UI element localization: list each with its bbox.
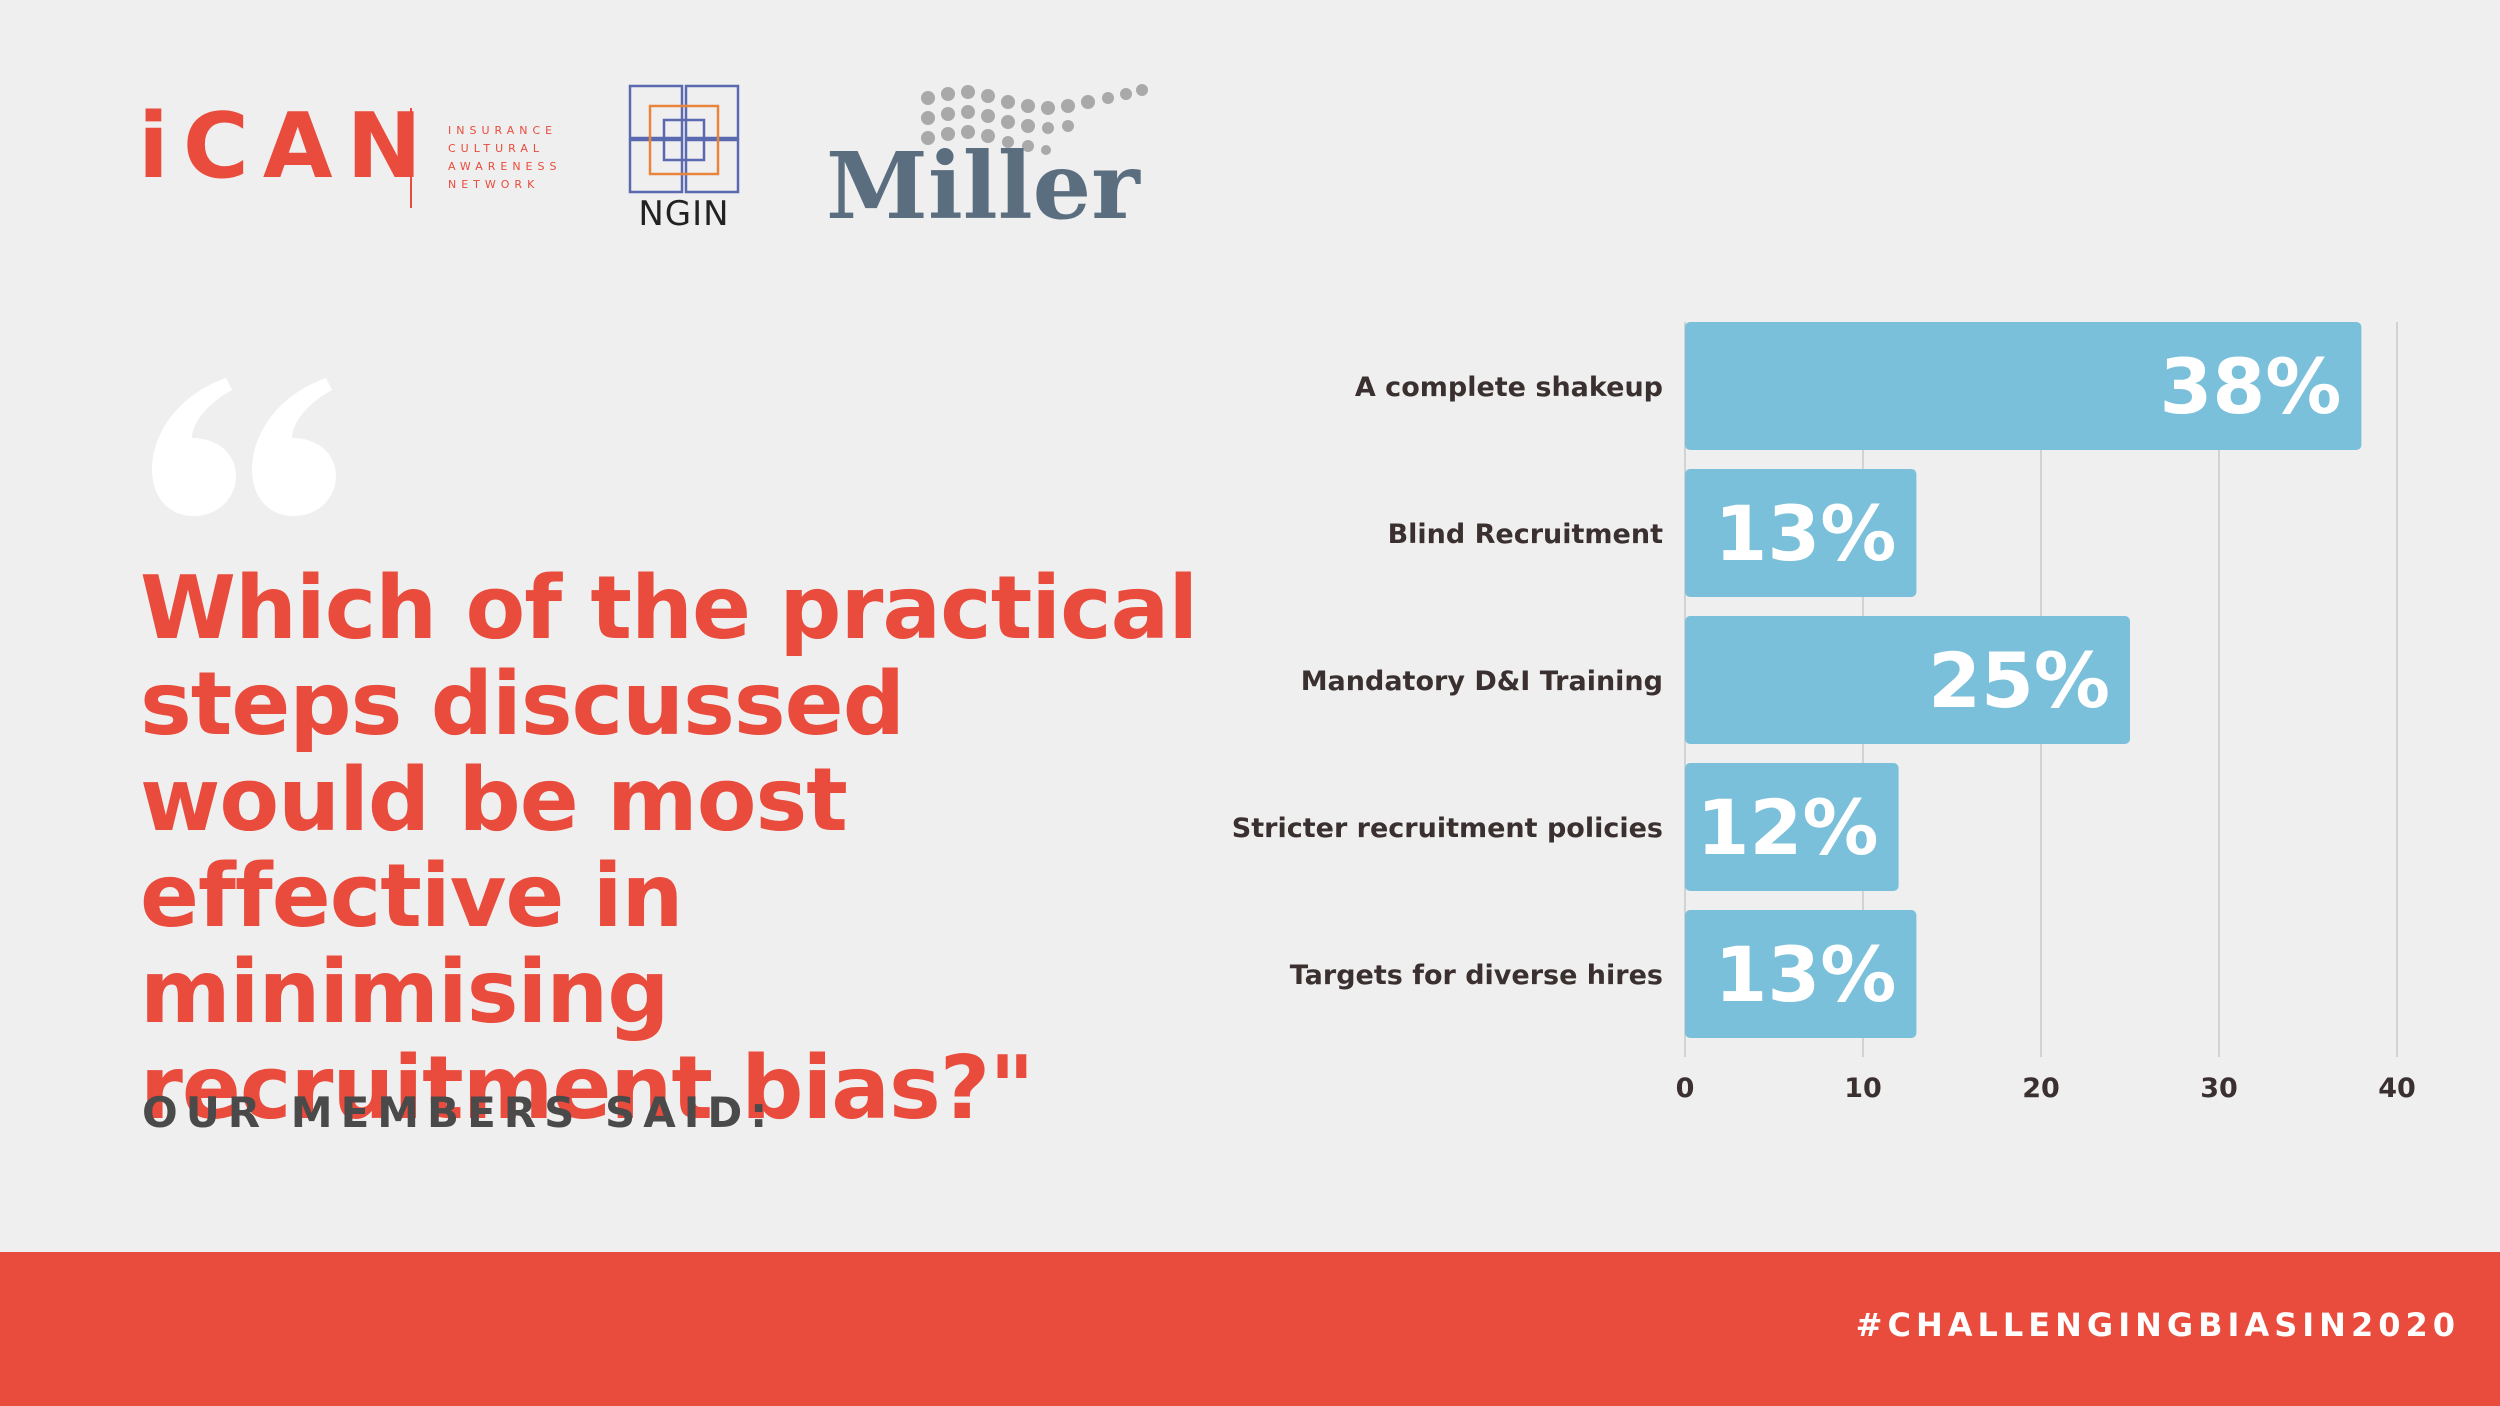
category-label: Stricter recruitment policies: [1232, 813, 1663, 844]
category-label: Targets for diverse hires: [1290, 960, 1663, 991]
footer-hashtag: #CHALLENGINGBIASIN2020: [1855, 1306, 2460, 1344]
bar-value-label: 13%: [1714, 930, 1896, 1019]
ngin-logo-word: NGIN: [638, 194, 730, 234]
members-said-label: OUR MEMBERS SAID:: [142, 1088, 776, 1137]
ican-logo-divider: [410, 108, 412, 208]
poll-results-bar-chart: 38% 13% 25% 12% 13% A complete shakeup Blind …: [1232, 322, 2416, 1100]
ican-logo-word: iCAN: [138, 94, 436, 199]
category-label: Mandatory D&I Training: [1301, 666, 1663, 697]
x-tick-label: 30: [2200, 1073, 2238, 1100]
miller-logo-word: Miller: [826, 132, 1140, 240]
bar: [1685, 763, 1899, 891]
bar-value-label: 38%: [2159, 342, 2341, 431]
bar: [1685, 322, 2362, 450]
ican-sub-line: CULTURAL: [448, 142, 544, 155]
x-tick-label: 20: [2022, 1073, 2060, 1100]
category-label: A complete shakeup: [1355, 372, 1663, 403]
miller-logo-dots: [921, 84, 1148, 155]
chart-x-ticks: 0 10 20 30 40: [1676, 1073, 2416, 1100]
bar: [1685, 616, 2130, 744]
poll-question: Which of the practical steps discussed w…: [140, 557, 1198, 1139]
miller-logo: Miller: [820, 82, 1160, 232]
category-label: Blind Recruitment: [1388, 519, 1664, 550]
x-tick-label: 40: [2378, 1073, 2416, 1100]
ngin-logo-mark: [628, 84, 740, 194]
chart-bars: 38% 13% 25% 12% 13%: [1685, 322, 2362, 1038]
bar: [1685, 910, 1917, 1038]
x-tick-label: 10: [1844, 1073, 1882, 1100]
ngin-logo: NGIN: [628, 84, 740, 236]
footer-bar: #CHALLENGINGBIASIN2020: [0, 1252, 2500, 1406]
quote-mark-icon: [152, 378, 336, 516]
bar: [1685, 469, 1917, 597]
bar-value-label: 13%: [1714, 489, 1896, 578]
ican-sub-line: NETWORK: [448, 178, 540, 191]
ican-sub-line: AWARENESS: [448, 160, 562, 173]
ican-sub-line: INSURANCE: [448, 124, 558, 137]
chart-category-labels: A complete shakeup Blind Recruitment Manda…: [1232, 372, 1663, 991]
x-tick-label: 0: [1676, 1073, 1695, 1100]
bar-value-label: 25%: [1928, 636, 2110, 725]
ican-logo-subtitle: INSURANCE CULTURAL AWARENESS NETWORK: [448, 122, 561, 194]
bar-value-label: 12%: [1697, 783, 1879, 872]
